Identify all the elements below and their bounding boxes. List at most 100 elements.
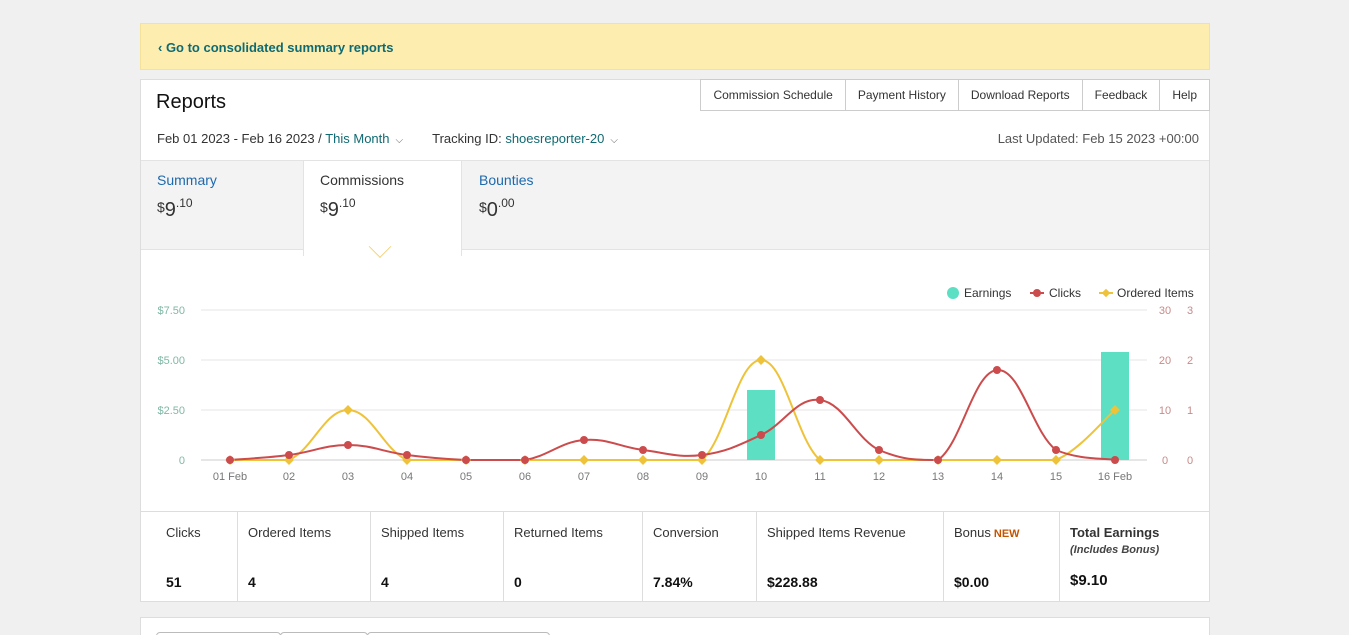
tab-download-reports[interactable]: Download Reports: [957, 79, 1083, 111]
y-axis-tick-label: 0: [1187, 455, 1193, 467]
x-axis-tick-label: 05: [460, 471, 472, 483]
clicks-point: [757, 431, 765, 439]
x-axis-tick-label: 10: [755, 471, 767, 483]
report-nav-tabs: Commission Schedule Payment History Down…: [700, 79, 1210, 111]
page-title: Reports: [156, 91, 227, 113]
clicks-point: [639, 446, 647, 454]
last-updated: Last Updated: Feb 15 2023 +00:00: [997, 131, 1199, 146]
clicks-point: [698, 451, 706, 459]
metric-label: Returned Items: [514, 525, 603, 540]
chevron-down-icon[interactable]: ⌵: [395, 135, 404, 146]
metric-value: 7.84%: [653, 574, 693, 590]
x-axis-tick-label: 08: [637, 471, 649, 483]
metric-value: $0.00: [954, 574, 990, 590]
clicks-point: [993, 366, 1001, 374]
metric-label: Total Earnings: [1070, 525, 1160, 540]
tab-help[interactable]: Help: [1159, 79, 1210, 111]
x-axis-tick-label: 04: [401, 471, 413, 483]
metric-label: Conversion: [653, 525, 719, 540]
date-range-text: Feb 01 2023 - Feb 16 2023 /: [157, 131, 322, 146]
tab-commission-schedule[interactable]: Commission Schedule: [700, 79, 846, 111]
ordered-items-point: [992, 455, 1002, 465]
metric-label: Ordered Items: [248, 525, 332, 540]
tab-feedback[interactable]: Feedback: [1081, 79, 1161, 111]
clicks-point: [521, 456, 529, 464]
tracking-id-dropdown[interactable]: shoesreporter-20: [505, 131, 605, 146]
period-dropdown[interactable]: This Month: [325, 131, 390, 146]
ordered-items-point: [343, 405, 353, 415]
new-badge: NEW: [993, 528, 1020, 540]
consolidated-banner: ‹ Go to consolidated summary reports: [140, 23, 1210, 70]
summary-tabs: Summary $9.10 Commissions $9.10 Bounties…: [141, 160, 1209, 256]
x-axis-tick-label: 13: [932, 471, 944, 483]
metric-value: 0: [514, 574, 522, 590]
y-axis-tick-label: 0: [1162, 455, 1168, 467]
legend-items-marker: [1101, 288, 1111, 298]
metric-value: 4: [381, 574, 389, 590]
clicks-point: [580, 436, 588, 444]
x-axis-tick-label: 15: [1050, 471, 1062, 483]
metric-sublabel: (Includes Bonus): [1070, 544, 1160, 556]
reports-card: Reports Commission Schedule Payment Hist…: [140, 79, 1210, 602]
clicks-point: [1111, 456, 1119, 464]
metric-label: Shipped Items: [381, 525, 465, 540]
tab-payment-history[interactable]: Payment History: [844, 79, 959, 111]
legend-clicks-marker: [1033, 289, 1041, 297]
report-filters: Feb 01 2023 - Feb 16 2023 / This Month ⌵ …: [157, 131, 618, 146]
y-axis-tick-label: 1: [1187, 405, 1193, 417]
y-axis-tick-label: $5.00: [157, 355, 185, 367]
metric-value: $9.10: [1070, 572, 1108, 589]
clicks-point: [403, 451, 411, 459]
y-axis-tick-label: 20: [1159, 355, 1171, 367]
chevron-down-icon[interactable]: ⌵: [610, 135, 618, 146]
summary-tab-label: Summary: [157, 172, 217, 188]
clicks-point: [462, 456, 470, 464]
metric-label: Clicks: [166, 525, 201, 540]
metric-ordered-items: Ordered Items 4: [238, 512, 371, 602]
y-axis-tick-label: $2.50: [157, 405, 185, 417]
metric-total-earnings: Total Earnings (Includes Bonus) $9.10: [1060, 512, 1209, 602]
metric-label: Shipped Items Revenue: [767, 525, 906, 540]
summary-tab-bounties[interactable]: Bounties $0.00: [463, 161, 622, 251]
metric-value: 51: [166, 574, 182, 590]
x-axis-tick-label: 11: [814, 471, 825, 483]
bounties-tab-label: Bounties: [479, 172, 534, 188]
next-section-tab[interactable]: [367, 632, 550, 635]
x-axis-tick-label: 06: [519, 471, 531, 483]
bounties-amount: $0.00: [479, 196, 515, 221]
x-axis-tick-label: 01 Feb: [213, 471, 247, 483]
metrics-row: Clicks 51 Ordered Items 4 Shipped Items …: [141, 511, 1209, 602]
legend-label: Ordered Items: [1117, 286, 1194, 300]
ordered-items-point: [579, 455, 589, 465]
summary-tab-summary[interactable]: Summary $9.10: [141, 161, 300, 251]
summary-amount: $9.10: [157, 196, 193, 221]
metric-shipped-items: Shipped Items 4: [371, 512, 504, 602]
x-axis-tick-label: 03: [342, 471, 354, 483]
ordered-items-point: [756, 355, 766, 365]
clicks-point: [934, 456, 942, 464]
metric-conversion: Conversion 7.84%: [643, 512, 757, 602]
ordered-items-point: [638, 455, 648, 465]
metric-value: $228.88: [767, 574, 818, 590]
clicks-point: [285, 451, 293, 459]
ordered-items-point: [1110, 405, 1120, 415]
x-axis-tick-label: 09: [696, 471, 708, 483]
legend-label: Earnings: [964, 286, 1011, 300]
legend-earnings-marker: [947, 287, 959, 299]
y-axis-tick-label: 0: [179, 455, 185, 467]
x-axis-tick-label: 12: [873, 471, 885, 483]
consolidated-reports-link[interactable]: ‹ Go to consolidated summary reports: [158, 40, 394, 55]
metric-bonus: Bonus NEW $0.00: [944, 512, 1060, 602]
metric-value: 4: [248, 574, 256, 590]
y-axis-tick-label: 2: [1187, 355, 1193, 367]
y-axis-tick-label: $7.50: [157, 305, 185, 317]
y-axis-tick-label: 30: [1159, 305, 1171, 317]
commissions-tab-label: Commissions: [320, 172, 405, 188]
ordered-items-line: [230, 358, 1116, 461]
legend-label: Clicks: [1049, 286, 1081, 300]
commissions-amount: $9.10: [320, 196, 356, 221]
ordered-items-point: [874, 455, 884, 465]
clicks-point: [344, 441, 352, 449]
metric-clicks: Clicks 51: [141, 512, 238, 602]
